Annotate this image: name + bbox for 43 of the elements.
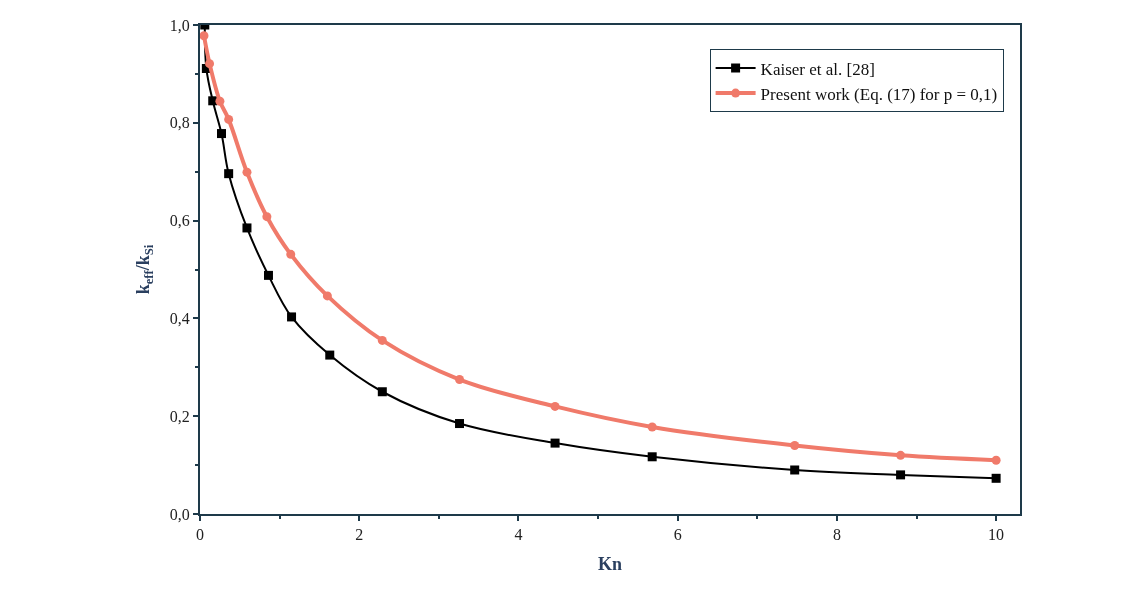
point [322,291,332,301]
point [455,419,465,429]
point [455,375,465,385]
y-tick-label: 0,4 [169,310,190,327]
point [224,114,234,124]
x-tick-label: 10 [988,526,1005,544]
point [286,249,296,259]
x-axis-title: Kn [597,553,623,574]
x-tick-label: 4 [514,526,523,544]
point [217,129,226,139]
point [263,270,273,280]
y-tick-label: 0,8 [169,114,190,132]
point [215,96,225,106]
point [200,31,209,41]
y-tick-label: 0,6 [169,212,190,230]
point [262,212,272,222]
point [287,312,297,322]
point [325,350,335,360]
point [991,455,1001,465]
point [224,169,234,179]
x-tick-label: 2 [355,526,364,544]
legend-label: Present work (Eq. (17) for p = 0,1) [760,84,998,104]
point [790,441,800,451]
point [896,470,906,480]
point [550,401,560,411]
y-tick-label: 0,0 [169,505,190,523]
point [377,335,387,345]
point [242,223,252,233]
point [377,387,387,397]
point [991,473,1001,483]
point [242,167,252,177]
x-tick-label: 8 [832,526,841,544]
y-tick-label: 0,2 [169,407,190,425]
point [647,452,657,462]
point [790,465,800,475]
legend-label: Kaiser et al. [28] [760,59,875,79]
point [205,59,215,69]
x-tick-label: 6 [673,526,682,544]
x-tick-label: 0 [196,526,204,544]
y-tick-label: 1,0 [169,16,190,34]
point [896,450,906,460]
point [550,438,560,448]
point [647,422,657,432]
